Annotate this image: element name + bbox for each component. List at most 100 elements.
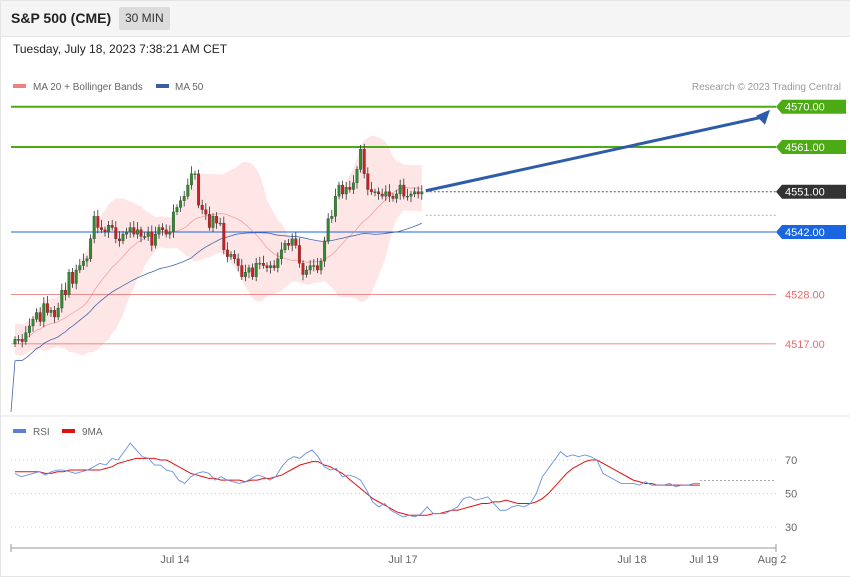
candle-body-76 xyxy=(287,243,291,246)
candle-body-8 xyxy=(42,303,46,322)
candle-body-64 xyxy=(243,272,247,277)
candle-body-70 xyxy=(265,265,269,268)
level-label-5: 4517.00 xyxy=(785,339,825,351)
candle-body-105 xyxy=(391,196,395,199)
rsi-line xyxy=(14,442,700,518)
level-tag-0 xyxy=(776,99,846,114)
candle-body-71 xyxy=(269,265,273,268)
candle-body-39 xyxy=(153,234,157,246)
candle-body-37 xyxy=(146,231,150,237)
candle-body-95 xyxy=(355,169,359,183)
candle-body-6 xyxy=(35,312,39,320)
candle-body-48 xyxy=(186,184,190,197)
candle-body-32 xyxy=(128,227,132,233)
x-tick-3: Jul 19 xyxy=(689,554,718,566)
candle-body-106 xyxy=(395,193,399,199)
candle-body-19 xyxy=(81,260,85,266)
candle-body-21 xyxy=(89,238,93,259)
research-credit: Research © 2023 Trading Central xyxy=(692,82,841,93)
bollinger-bands xyxy=(15,135,422,356)
candle-body-93 xyxy=(348,187,352,190)
legend-swatch-rsi xyxy=(13,429,26,433)
candle-body-44 xyxy=(171,211,175,233)
candle-body-38 xyxy=(150,231,154,246)
candle-body-34 xyxy=(135,229,139,235)
candle-body-47 xyxy=(182,196,186,201)
candle-body-73 xyxy=(276,258,280,268)
candle-body-84 xyxy=(315,265,319,271)
candle-body-49 xyxy=(189,173,193,186)
candle-body-57 xyxy=(218,222,222,225)
candle-body-101 xyxy=(377,191,381,195)
candle-body-52 xyxy=(200,205,204,210)
level-label-1: 4561.00 xyxy=(785,142,825,154)
candle-body-51 xyxy=(197,173,201,206)
candle-body-102 xyxy=(380,193,384,197)
legend-swatch-ma20 xyxy=(13,84,26,88)
level-label-0: 4570.00 xyxy=(785,102,825,114)
candle-body-33 xyxy=(132,227,136,235)
candle-body-12 xyxy=(56,307,60,318)
candle-body-3 xyxy=(24,332,28,342)
ma20-line xyxy=(15,187,422,341)
candle-body-27 xyxy=(110,225,114,228)
x-tick-0: Jul 14 xyxy=(160,554,189,566)
candle-body-94 xyxy=(351,182,355,190)
candle-body-55 xyxy=(211,216,215,228)
candle-body-36 xyxy=(143,236,147,238)
candle-body-10 xyxy=(49,310,53,313)
level-label-2: 4551.00 xyxy=(785,187,825,199)
ma50-line xyxy=(10,222,422,413)
legend-swatch-9ma xyxy=(62,429,75,433)
candle-body-109 xyxy=(405,196,409,198)
rsi-tick-0: 70 xyxy=(785,455,797,467)
x-axis: Jul 14 Jul 17 Jul 18 Jul 19 Aug 2 xyxy=(10,544,786,566)
candle-body-9 xyxy=(45,303,49,313)
timeframe-badge[interactable]: 30 MIN xyxy=(119,7,170,30)
candle-body-104 xyxy=(387,191,391,197)
candle-body-103 xyxy=(384,191,388,197)
candle-body-13 xyxy=(60,290,64,309)
candle-body-63 xyxy=(240,265,244,277)
candle-body-90 xyxy=(337,184,341,197)
candle-body-42 xyxy=(164,229,168,235)
candle-body-18 xyxy=(78,265,82,271)
level-tag-3 xyxy=(776,225,846,239)
candle-body-88 xyxy=(330,216,334,219)
candle-body-20 xyxy=(85,258,89,262)
candle-body-24 xyxy=(99,227,103,230)
candle-body-98 xyxy=(366,173,370,190)
rsi-tick-2: 30 xyxy=(785,522,797,534)
candle-body-25 xyxy=(103,229,107,233)
candle-body-89 xyxy=(333,196,337,217)
rsi-tick-1: 50 xyxy=(785,489,797,501)
candle-body-72 xyxy=(272,265,276,268)
candle-body-30 xyxy=(121,234,125,242)
legend-ma20: MA 20 + Bollinger Bands xyxy=(33,82,143,93)
candle-body-56 xyxy=(215,216,219,224)
candle-body-77 xyxy=(290,238,294,246)
candle-body-80 xyxy=(301,263,305,275)
candle-body-110 xyxy=(409,193,413,197)
level-labels: 4570.00 4561.00 4551.00 4542.00 4528.00 4517.… xyxy=(776,99,846,351)
candle-body-4 xyxy=(27,325,31,333)
candle-body-81 xyxy=(305,269,309,275)
level-label-4: 4528.00 xyxy=(785,290,825,302)
candle-body-2 xyxy=(20,339,24,342)
candle-body-75 xyxy=(283,243,287,251)
candle-body-15 xyxy=(67,272,71,295)
candle-body-68 xyxy=(258,263,262,265)
candle-body-86 xyxy=(323,240,327,262)
candle-body-40 xyxy=(157,227,161,235)
candle-body-97 xyxy=(362,149,366,174)
candlesticks xyxy=(13,143,424,348)
level-tag-2 xyxy=(776,184,846,199)
arrow-shaft xyxy=(425,115,765,193)
candle-body-100 xyxy=(373,191,377,193)
candle-body-66 xyxy=(251,267,255,277)
candle-body-91 xyxy=(341,184,345,195)
candle-body-58 xyxy=(222,222,226,251)
candle-body-28 xyxy=(114,227,118,239)
candle-body-35 xyxy=(139,229,143,237)
candle-body-82 xyxy=(308,265,312,271)
